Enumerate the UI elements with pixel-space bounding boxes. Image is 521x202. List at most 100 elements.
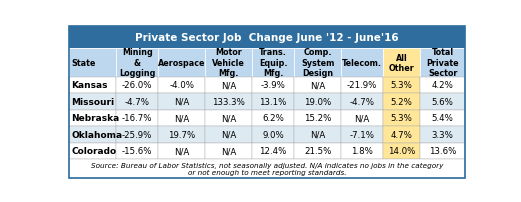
Text: N/A: N/A bbox=[310, 130, 325, 139]
Text: 21.5%: 21.5% bbox=[304, 147, 331, 156]
Text: 4.2%: 4.2% bbox=[432, 81, 454, 90]
Bar bbox=[116, 143, 158, 159]
Bar bbox=[158, 143, 205, 159]
Bar bbox=[69, 127, 116, 143]
Text: N/A: N/A bbox=[221, 130, 237, 139]
Bar bbox=[205, 143, 252, 159]
Bar bbox=[69, 159, 465, 178]
Bar bbox=[341, 77, 383, 94]
Bar bbox=[420, 77, 465, 94]
Bar bbox=[252, 77, 294, 94]
Bar bbox=[69, 143, 116, 159]
Text: 13.6%: 13.6% bbox=[429, 147, 456, 156]
Text: N/A: N/A bbox=[174, 147, 189, 156]
Bar bbox=[341, 94, 383, 110]
Bar bbox=[69, 94, 116, 110]
Bar bbox=[116, 127, 158, 143]
Bar bbox=[383, 110, 420, 127]
Bar bbox=[420, 110, 465, 127]
Bar bbox=[158, 110, 205, 127]
Bar bbox=[158, 127, 205, 143]
Text: 19.7%: 19.7% bbox=[168, 130, 195, 139]
Text: Kansas: Kansas bbox=[71, 81, 108, 90]
Bar bbox=[205, 110, 252, 127]
Text: N/A: N/A bbox=[174, 98, 189, 106]
Bar bbox=[205, 94, 252, 110]
Text: N/A: N/A bbox=[221, 81, 237, 90]
Bar bbox=[383, 49, 420, 77]
Text: 15.2%: 15.2% bbox=[304, 114, 331, 123]
Text: Nebraska: Nebraska bbox=[71, 114, 119, 123]
Text: N/A: N/A bbox=[355, 114, 370, 123]
Text: Motor
Vehicle
Mfg.: Motor Vehicle Mfg. bbox=[212, 48, 245, 78]
Bar bbox=[341, 143, 383, 159]
Bar bbox=[158, 94, 205, 110]
Text: 13.1%: 13.1% bbox=[259, 98, 287, 106]
Bar bbox=[294, 110, 341, 127]
Bar bbox=[294, 143, 341, 159]
Bar bbox=[69, 77, 116, 94]
Text: 6.2%: 6.2% bbox=[262, 114, 284, 123]
Text: 9.0%: 9.0% bbox=[262, 130, 284, 139]
Bar bbox=[205, 127, 252, 143]
Bar bbox=[205, 49, 252, 77]
Bar bbox=[420, 127, 465, 143]
Text: 5.3%: 5.3% bbox=[391, 81, 413, 90]
Text: -7.1%: -7.1% bbox=[350, 130, 375, 139]
Text: Source: Bureau of Labor Statistics, not seasonally adjusted. N/A indicates no jo: Source: Bureau of Labor Statistics, not … bbox=[91, 162, 443, 175]
Text: Mining
&
Logging: Mining & Logging bbox=[119, 48, 155, 78]
Text: 19.0%: 19.0% bbox=[304, 98, 331, 106]
Text: -25.9%: -25.9% bbox=[122, 130, 152, 139]
Bar bbox=[116, 77, 158, 94]
Text: -3.9%: -3.9% bbox=[260, 81, 286, 90]
Bar bbox=[116, 49, 158, 77]
Bar bbox=[252, 127, 294, 143]
Text: Telecom.: Telecom. bbox=[342, 59, 382, 67]
Text: N/A: N/A bbox=[310, 81, 325, 90]
Text: 5.4%: 5.4% bbox=[432, 114, 454, 123]
Text: State: State bbox=[71, 59, 95, 67]
Text: Comp.
System
Design: Comp. System Design bbox=[301, 48, 334, 78]
Text: Missouri: Missouri bbox=[71, 98, 114, 106]
Text: -4.7%: -4.7% bbox=[350, 98, 375, 106]
Bar bbox=[294, 77, 341, 94]
Text: 3.3%: 3.3% bbox=[432, 130, 454, 139]
Text: 1.8%: 1.8% bbox=[351, 147, 373, 156]
Bar bbox=[294, 127, 341, 143]
Text: 5.2%: 5.2% bbox=[391, 98, 413, 106]
Text: -4.0%: -4.0% bbox=[169, 81, 194, 90]
Bar bbox=[383, 94, 420, 110]
Bar bbox=[252, 94, 294, 110]
Bar bbox=[69, 49, 116, 77]
Bar bbox=[383, 77, 420, 94]
Text: Private Sector Job  Change June '12 - June'16: Private Sector Job Change June '12 - Jun… bbox=[135, 33, 399, 43]
Bar bbox=[252, 110, 294, 127]
Bar bbox=[116, 94, 158, 110]
Bar bbox=[420, 94, 465, 110]
Text: -16.7%: -16.7% bbox=[122, 114, 153, 123]
Bar bbox=[294, 94, 341, 110]
Text: 5.3%: 5.3% bbox=[391, 114, 413, 123]
Text: 5.6%: 5.6% bbox=[432, 98, 454, 106]
Text: 14.0%: 14.0% bbox=[388, 147, 415, 156]
Bar bbox=[158, 77, 205, 94]
Bar bbox=[69, 110, 116, 127]
Text: -21.9%: -21.9% bbox=[347, 81, 377, 90]
Text: Total
Private
Sector: Total Private Sector bbox=[426, 48, 459, 78]
Text: 4.7%: 4.7% bbox=[391, 130, 413, 139]
Bar bbox=[420, 143, 465, 159]
Bar bbox=[205, 77, 252, 94]
Text: -15.6%: -15.6% bbox=[122, 147, 153, 156]
Text: Colorado: Colorado bbox=[71, 147, 116, 156]
Bar bbox=[69, 27, 465, 49]
Text: Aerospace: Aerospace bbox=[158, 59, 205, 67]
Bar bbox=[252, 143, 294, 159]
Text: N/A: N/A bbox=[221, 147, 237, 156]
Bar bbox=[383, 127, 420, 143]
Bar bbox=[341, 110, 383, 127]
Bar bbox=[116, 110, 158, 127]
Text: Trans.
Equip.
Mfg.: Trans. Equip. Mfg. bbox=[259, 48, 288, 78]
Bar bbox=[383, 143, 420, 159]
Bar bbox=[252, 49, 294, 77]
Text: -26.0%: -26.0% bbox=[122, 81, 153, 90]
